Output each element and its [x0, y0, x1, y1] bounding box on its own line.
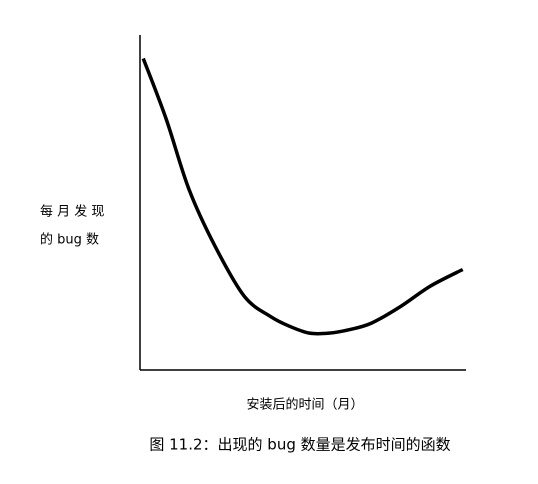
- caption: 图 11.2：出现的 bug 数量是发布时间的函数: [149, 436, 450, 454]
- y-axis-label: 每 月 发 现: [40, 204, 104, 220]
- line: [141, 57, 464, 336]
- y-axis-label: 的 bug 数: [40, 232, 99, 248]
- x-axis-label: 安装后的时间（月）: [246, 397, 363, 413]
